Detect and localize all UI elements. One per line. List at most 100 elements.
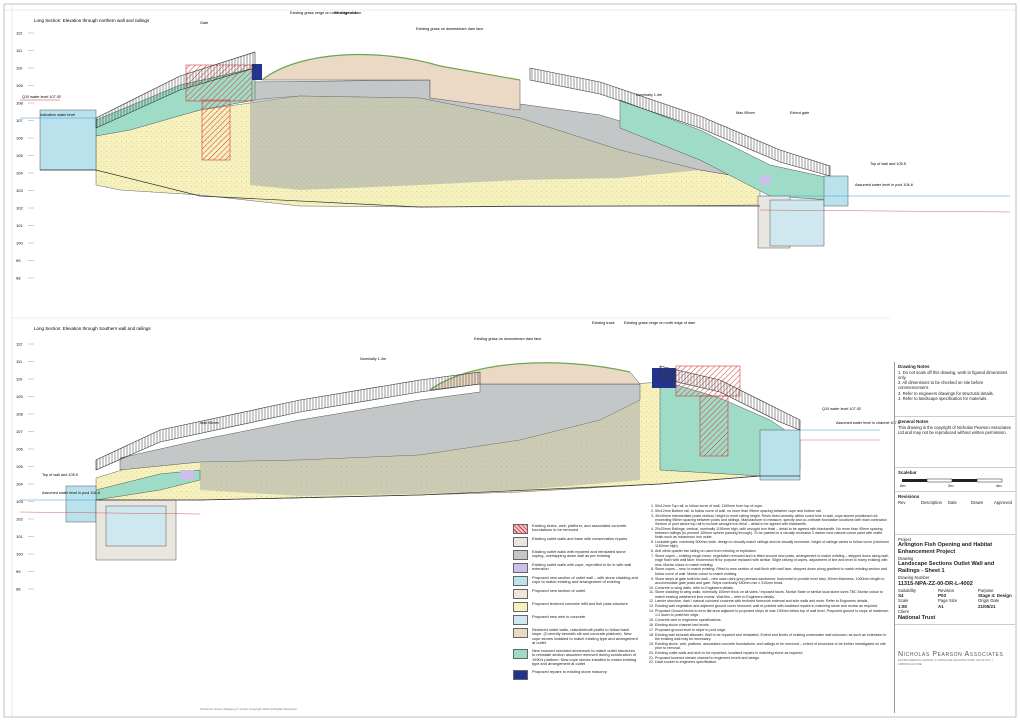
note-item: Proposed Ground levels to form flat area… (655, 609, 890, 617)
label-grass-downstream-b: Existing grass on downstream dam face (474, 337, 541, 341)
note-item: Stone steps at gate built into wall – ne… (655, 577, 890, 585)
note-item: Anti climb quarter fan railing on used f… (655, 549, 890, 553)
legend-text: Proposed new section of outlet (532, 588, 586, 593)
legend-item: Proposed new section of outlet wall – wi… (513, 575, 639, 586)
note-item: 50x12mm Bottom rail, to follow curve of … (655, 509, 890, 513)
drawing-notes-heading: Drawing Notes (898, 364, 930, 369)
company-logo: Nicholas Pearson Associates (898, 650, 1004, 658)
scalebar-heading: Scalebar (898, 470, 917, 475)
note-item: Concrete weir to engineers specification… (655, 618, 890, 622)
level-tick: 101 (16, 223, 23, 228)
note-item: Existing sluice channel bed levels. (655, 623, 890, 627)
legend-text: Proposed new section of outlet wall – wi… (532, 575, 638, 585)
legend-swatch (513, 550, 528, 560)
level-tick: 112 (16, 342, 23, 347)
legend: Existing sluice, weir, platform, and ass… (513, 523, 639, 683)
suitability: S4 (898, 592, 904, 598)
section-north: Long Section: Elevation through northern… (20, 11, 1011, 249)
level-tick: 105 (16, 464, 23, 469)
level-tick: 104 (16, 482, 23, 487)
sheet-border (3, 3, 1017, 718)
label-grass-north: Existing grass verge on north edge of da… (290, 11, 361, 15)
legend-text: New coursed mortared stonework to match … (532, 647, 637, 667)
rev-col-rev: Rev (898, 499, 906, 505)
legend-text: Proposed repairs to existing stone mason… (532, 668, 607, 674)
rev-col-approved: Approved (994, 499, 1012, 505)
level-tick: 110 (16, 66, 23, 71)
note-item: 20x20mm Railings, vertical, nominally 11… (655, 527, 890, 540)
project-name: Arlington Fish Opening and Habitat Enhan… (898, 542, 993, 556)
legend-item: Existing outlet walls and base with cons… (513, 536, 639, 547)
legend-swatch (513, 669, 528, 680)
label-indicative: Indicative water level (40, 113, 75, 117)
legend-swatch (513, 628, 528, 638)
revision-heading: Revision (938, 587, 955, 593)
scalebar: 0m 2m 4m (900, 478, 1003, 488)
label-track: Existing track (334, 11, 357, 15)
rev-col-desc: Description (921, 499, 942, 505)
rev-col-date: Date (947, 499, 957, 505)
section-south-title: Long Section: Elevation through Southern… (34, 326, 151, 331)
label-nominal-b: Nominally 1.4m (360, 357, 386, 361)
note-item: Stone copes – new, to match existing. Fi… (655, 567, 890, 575)
level-tick: 109 (16, 83, 23, 88)
label-extent-gate: Extent gate (790, 111, 809, 115)
legend-text: Existing sluice, weir, platform, and ass… (532, 523, 627, 533)
scale-tick-2: 4m (996, 483, 1002, 488)
drawing-title: Landscape Sections Outlet Wall and Raili… (898, 561, 995, 575)
level-tick: 107 (16, 118, 23, 123)
note-item: 50x12mm Top rail, to follow curve of wal… (655, 504, 890, 508)
client-heading: Client (898, 609, 909, 615)
level-tick: 108 (16, 412, 23, 417)
legend-swatch (513, 524, 528, 534)
level-tick: 99 (16, 258, 21, 263)
level-tick: 98 (16, 276, 21, 281)
page-size: A1 (938, 603, 944, 609)
legend-text: Existing outlet walls with repaired and … (532, 549, 626, 559)
drawing-number-heading: Drawing Number (898, 575, 930, 581)
note-item: Existing outlet walls and arch to be rep… (655, 651, 890, 655)
notes: 50x12mm Top rail, to follow curve of wal… (646, 504, 890, 665)
label-gate: Gate (200, 21, 208, 25)
label-top-of-wall: Top of wall and 105.5 (870, 162, 906, 166)
level-tick: 106 (16, 447, 23, 452)
label-grass-downstream: Existing grass on downstream dam face (416, 27, 483, 31)
level-tick: 102 (16, 517, 23, 522)
note-item: Lockable gate, nominally 900mm wide, des… (655, 540, 890, 548)
legend-swatch (513, 615, 528, 625)
legend-text: Proposed new weir in concrete (532, 614, 586, 619)
level-axis-top: 112 111 110 109 108 107 106 105 104 103 102 101 100 9… (16, 31, 34, 281)
legend-text: Existing outlet walls and base with cons… (532, 536, 628, 541)
drawing-number: 11315-NPA-ZZ-00-DR-L-4002 (898, 580, 973, 587)
legend-item: Proposed textured concrete infill and fi… (513, 601, 639, 612)
general-notes: This drawing is the copyright of Nichola… (898, 424, 1011, 435)
scale-tick-1: 2m (948, 483, 954, 488)
scale-tick-0: 0m (900, 483, 906, 488)
title-block: Drawing Notes 1. Do not scale off this d… (894, 362, 1015, 713)
label-dim-b: max 95mm (200, 421, 219, 425)
legend-text: Proposed textured concrete infill and fi… (532, 601, 628, 606)
client: National Trust (898, 614, 936, 621)
level-tick: 106 (16, 136, 23, 141)
footer-copyright: Ordnance Survey Mapping © Crown Copyrigh… (200, 707, 297, 711)
note-item: Proposed ground level to slope to pool e… (655, 628, 890, 632)
level-tick: 108 (16, 101, 23, 106)
legend-item: Proposed new weir in concrete (513, 614, 639, 625)
purpose: Stage 4: Design (978, 592, 1012, 598)
level-tick: 109 (16, 394, 23, 399)
company-sub: ENVIRONMENTAL DESIGN | LANDSCAPE ARCHITE… (898, 658, 993, 666)
note-item: Davit socket to engineers specification. (655, 660, 890, 664)
legend-item: New coursed mortared stonework to match … (513, 647, 639, 667)
level-tick: 98 (16, 587, 21, 592)
legend-item: Existing outlet walls with cope, reprofi… (513, 562, 639, 573)
note-item: 40x40mm intermediate posts vertical, hei… (655, 514, 890, 527)
legend-item: Restored outlet walls, raised/rebuilt pr… (513, 627, 639, 646)
label-q10-b: Q10 water level 107.92 (822, 407, 861, 411)
legend-text: Restored outlet walls, raised/rebuilt pr… (532, 627, 638, 646)
project-heading: Project (898, 536, 912, 542)
revision: P03 (938, 592, 947, 598)
level-tick: 105 (16, 153, 23, 158)
label-dim: Max 95mm (736, 111, 755, 115)
